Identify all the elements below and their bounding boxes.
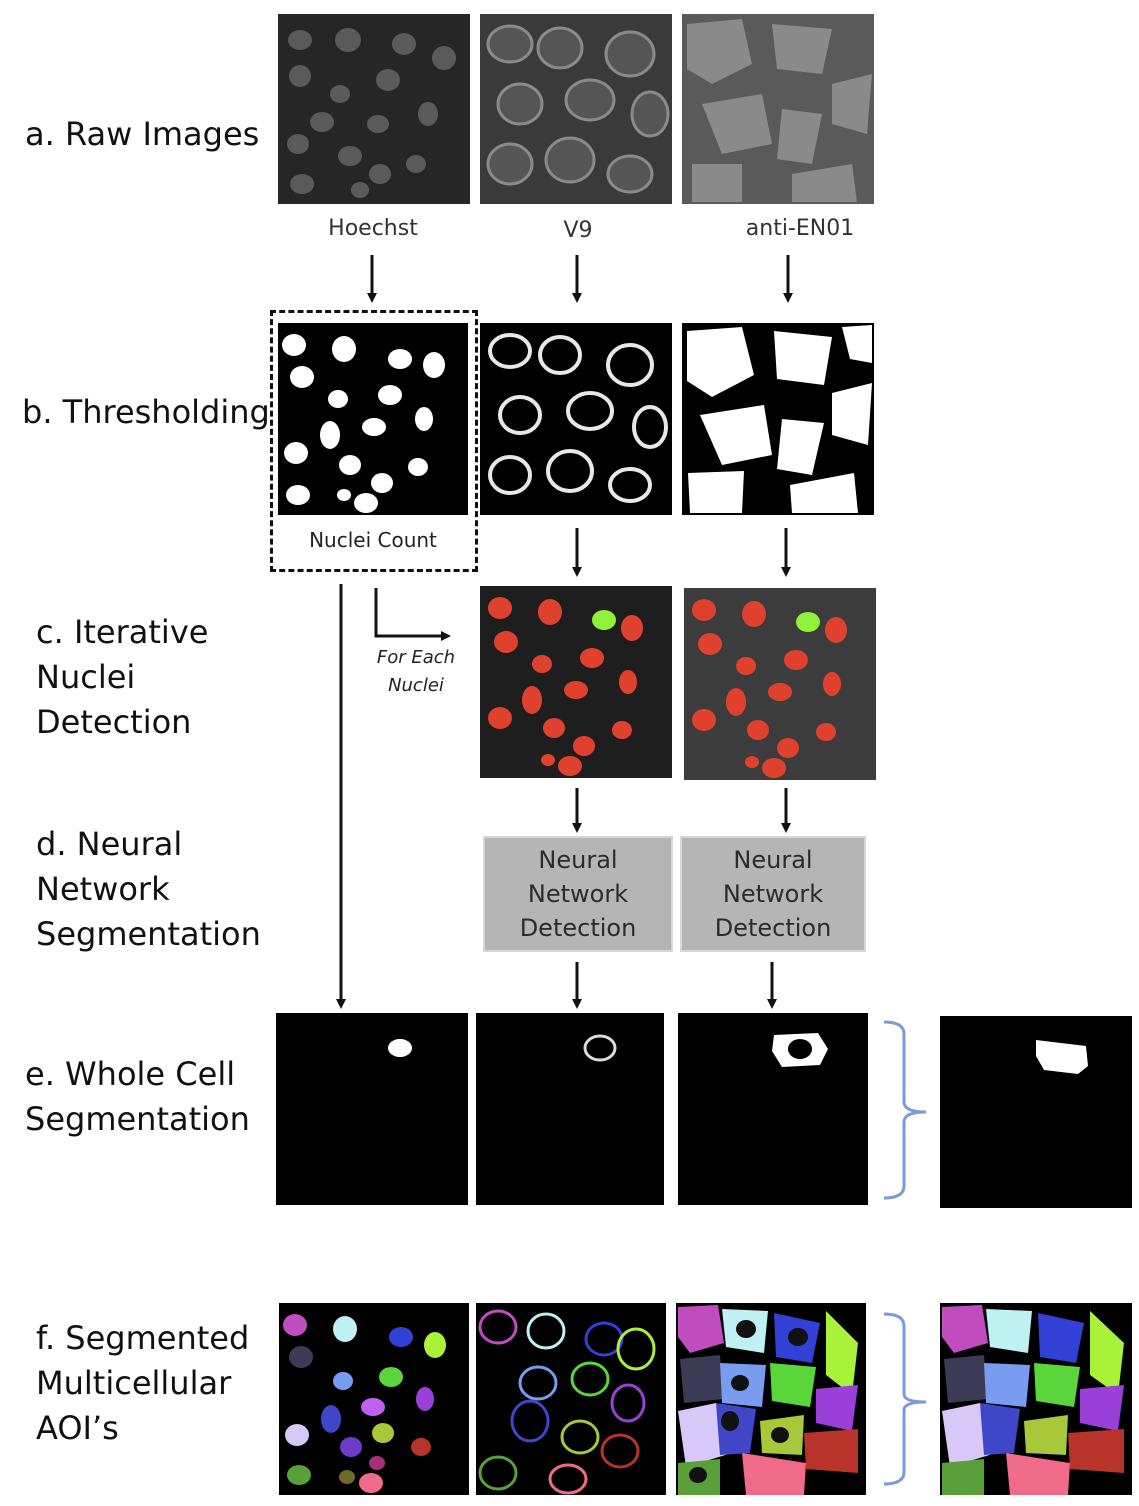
stage-label-iterative-nuclei-detection: c. Iterative Nuclei Detection [36,610,208,745]
neural-box-line: Neural [538,846,618,874]
stage-label-line: b. Thresholding [22,393,270,431]
whole-cell-segmentation-v9 [476,1013,664,1205]
stage-label-neural-network-segmentation: d. Neural Network Segmentation [36,822,261,957]
stage-label-line: f. Segmented [36,1319,250,1357]
stage-label-raw-images: a. Raw Images [25,112,259,157]
whole-cell-segmentation-hoechst [276,1013,468,1205]
stage-label-whole-cell-segmentation: e. Whole Cell Segmentation [25,1052,250,1142]
raw-image-anti-en01 [682,14,874,204]
nuclei-count-dashed-box [270,310,478,572]
raw-image-hoechst [278,14,470,204]
whole-cell-segmentation-combined [940,1016,1132,1208]
threshold-image-anti-en01 [682,323,874,515]
segmented-aoi-v9 [476,1303,666,1495]
stage-label-thresholding: b. Thresholding [22,390,270,435]
stage-label-line: Nuclei [36,658,136,696]
nuclei-detection-anti-en01 [684,588,876,780]
channel-label-anti-en01: anti-EN01 [745,216,855,241]
stage-label-line: d. Neural [36,825,183,863]
segmented-aoi-combined [940,1303,1132,1495]
arrow-for-each-nuclei [374,588,451,641]
stage-label-line: c. Iterative [36,613,209,651]
bracket-whole-cell [883,1020,927,1200]
bracket-aois [883,1312,927,1486]
whole-cell-segmentation-anti-en01 [678,1013,868,1205]
channel-label-v9: V9 [563,218,593,243]
stage-label-line: Segmentation [36,915,261,953]
nuclei-count-label: Nuclei Count [309,528,437,552]
stage-label-line: AOI’s [36,1409,119,1447]
stage-label-line: a. Raw Images [25,115,260,153]
segmented-aoi-anti-en01 [676,1303,866,1495]
neural-box-line: Network [722,880,824,908]
segmented-aoi-hoechst [279,1303,469,1495]
threshold-image-hoechst [278,323,468,515]
neural-network-detection-box-anti-en01: Neural Network Detection [680,836,866,952]
stage-label-line: Network [36,870,170,908]
stage-label-line: e. Whole Cell [25,1055,236,1093]
for-each-nuclei-note: For Each Nuclei [368,644,464,700]
raw-image-v9 [480,14,672,204]
neural-box-line: Neural [733,846,813,874]
neural-box-line: Detection [519,914,637,942]
channel-label-hoechst: Hoechst [328,216,418,241]
stage-label-segmented-multicellular-aois: f. Segmented Multicellular AOI’s [36,1316,249,1451]
threshold-image-v9 [480,323,672,515]
neural-network-detection-box-v9: Neural Network Detection [483,836,673,952]
for-each-line: For Each [376,647,456,668]
neural-box-line: Network [527,880,629,908]
stage-label-line: Multicellular [36,1364,232,1402]
neural-box-line: Detection [714,914,832,942]
for-each-line: Nuclei [388,675,444,696]
stage-label-line: Segmentation [25,1100,250,1138]
nuclei-detection-v9 [480,586,672,778]
stage-label-line: Detection [36,703,192,741]
